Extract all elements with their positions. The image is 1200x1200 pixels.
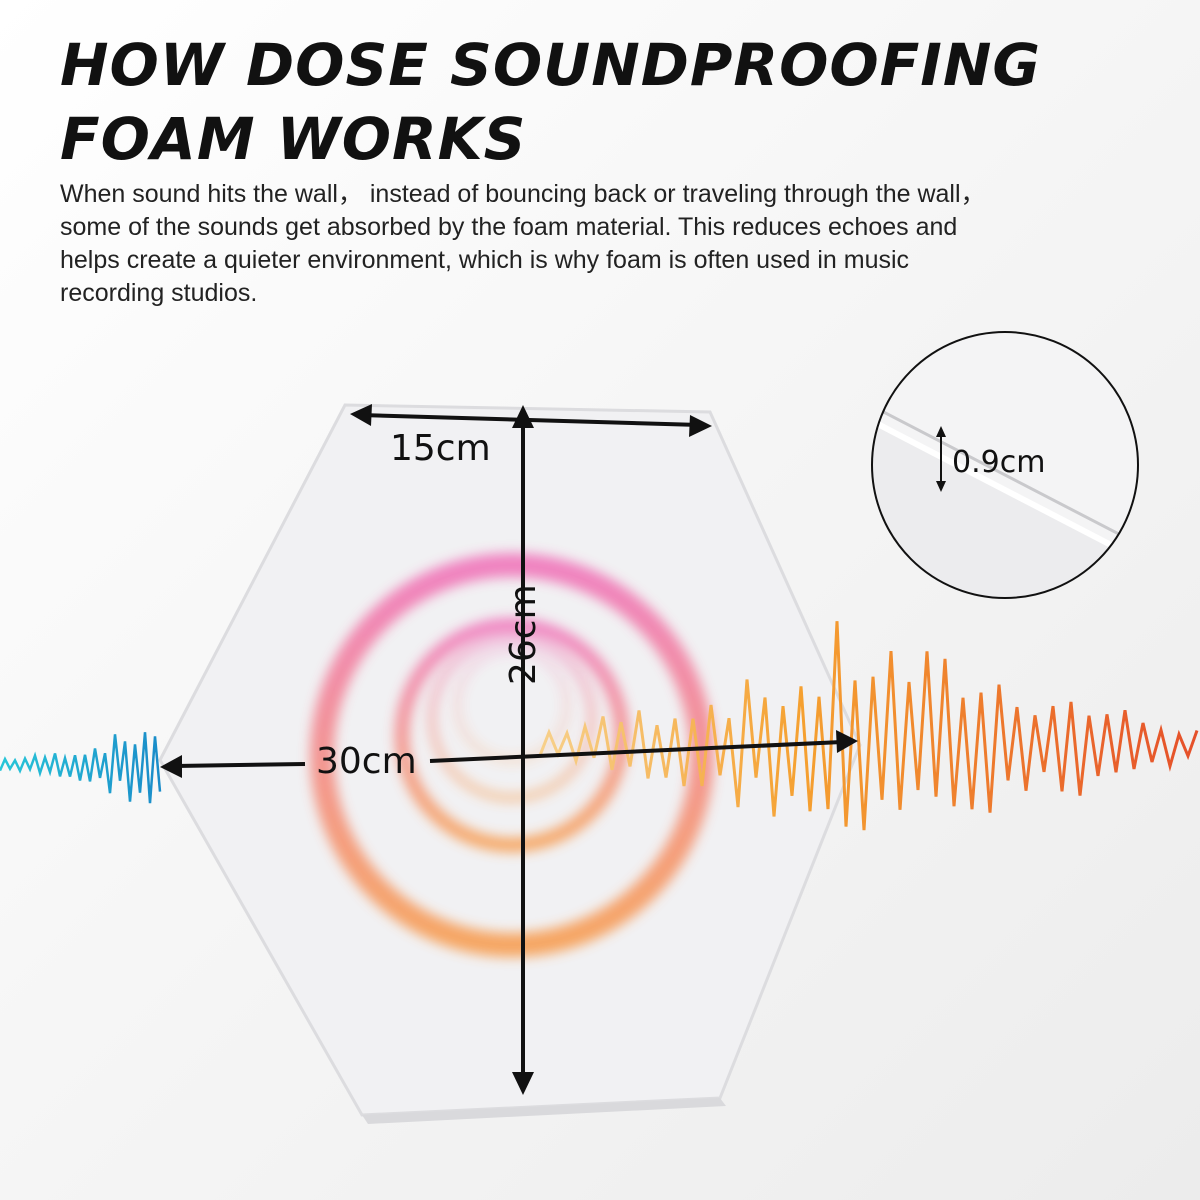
thickness-dimension: 0.9cm [952,445,1045,480]
incoming-sound-wave [0,732,162,804]
title-line-1: HOW DOSE SOUNDPROOFING [60,31,1042,99]
thickness-detail-circle [871,331,1139,599]
outgoing-sound-wave [538,621,1199,831]
page-title: HOW DOSE SOUNDPROOFING FOAM WORKS [60,28,1041,176]
title-line-2: FOAM WORKS [60,105,527,173]
sound-rings [310,553,714,957]
width-dimension: 30cm [316,741,417,782]
height-dimension: 26cm [503,584,544,685]
dimension-arrows [160,404,858,1095]
edge-dimension: 15cm [390,428,491,469]
description: When sound hits the wall， instead of bou… [60,180,986,307]
